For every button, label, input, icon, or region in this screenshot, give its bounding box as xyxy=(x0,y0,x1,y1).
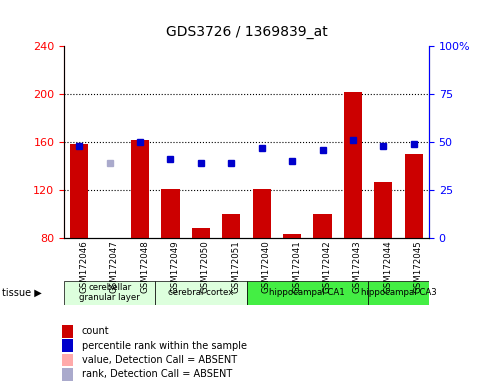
Text: count: count xyxy=(82,326,109,336)
Text: value, Detection Call = ABSENT: value, Detection Call = ABSENT xyxy=(82,355,237,365)
Bar xyxy=(405,154,423,238)
Text: GSM172044: GSM172044 xyxy=(384,240,392,293)
Text: cerebellar
granular layer: cerebellar granular layer xyxy=(79,283,140,303)
Bar xyxy=(252,189,271,238)
Text: cerebral cortex: cerebral cortex xyxy=(168,288,234,297)
Bar xyxy=(374,182,392,238)
Bar xyxy=(155,281,246,305)
Text: GSM172049: GSM172049 xyxy=(171,240,179,293)
Text: percentile rank within the sample: percentile rank within the sample xyxy=(82,341,247,351)
Text: GSM172040: GSM172040 xyxy=(262,240,271,293)
Bar xyxy=(344,92,362,238)
Bar xyxy=(161,189,179,238)
Bar xyxy=(70,144,88,238)
Text: hippocampal CA1: hippocampal CA1 xyxy=(270,288,345,297)
Text: rank, Detection Call = ABSENT: rank, Detection Call = ABSENT xyxy=(82,369,232,379)
Text: GSM172042: GSM172042 xyxy=(322,240,331,293)
Bar xyxy=(246,281,368,305)
Text: GSM172047: GSM172047 xyxy=(109,240,119,293)
Bar xyxy=(222,214,241,238)
Text: GSM172048: GSM172048 xyxy=(140,240,149,293)
Bar xyxy=(62,339,73,352)
Bar xyxy=(62,354,73,366)
Bar xyxy=(314,214,332,238)
Bar xyxy=(131,140,149,238)
Bar xyxy=(368,281,429,305)
Text: GDS3726 / 1369839_at: GDS3726 / 1369839_at xyxy=(166,25,327,39)
Bar xyxy=(192,228,210,238)
Text: GSM172045: GSM172045 xyxy=(414,240,423,293)
Bar xyxy=(62,325,73,338)
Text: GSM172051: GSM172051 xyxy=(231,240,240,293)
Text: GSM172043: GSM172043 xyxy=(353,240,362,293)
Bar xyxy=(283,235,301,238)
Bar xyxy=(64,281,155,305)
Text: tissue ▶: tissue ▶ xyxy=(2,288,42,298)
Text: GSM172041: GSM172041 xyxy=(292,240,301,293)
Text: GSM172046: GSM172046 xyxy=(79,240,88,293)
Text: GSM172050: GSM172050 xyxy=(201,240,210,293)
Bar xyxy=(62,368,73,381)
Text: hippocampal CA3: hippocampal CA3 xyxy=(361,288,436,297)
